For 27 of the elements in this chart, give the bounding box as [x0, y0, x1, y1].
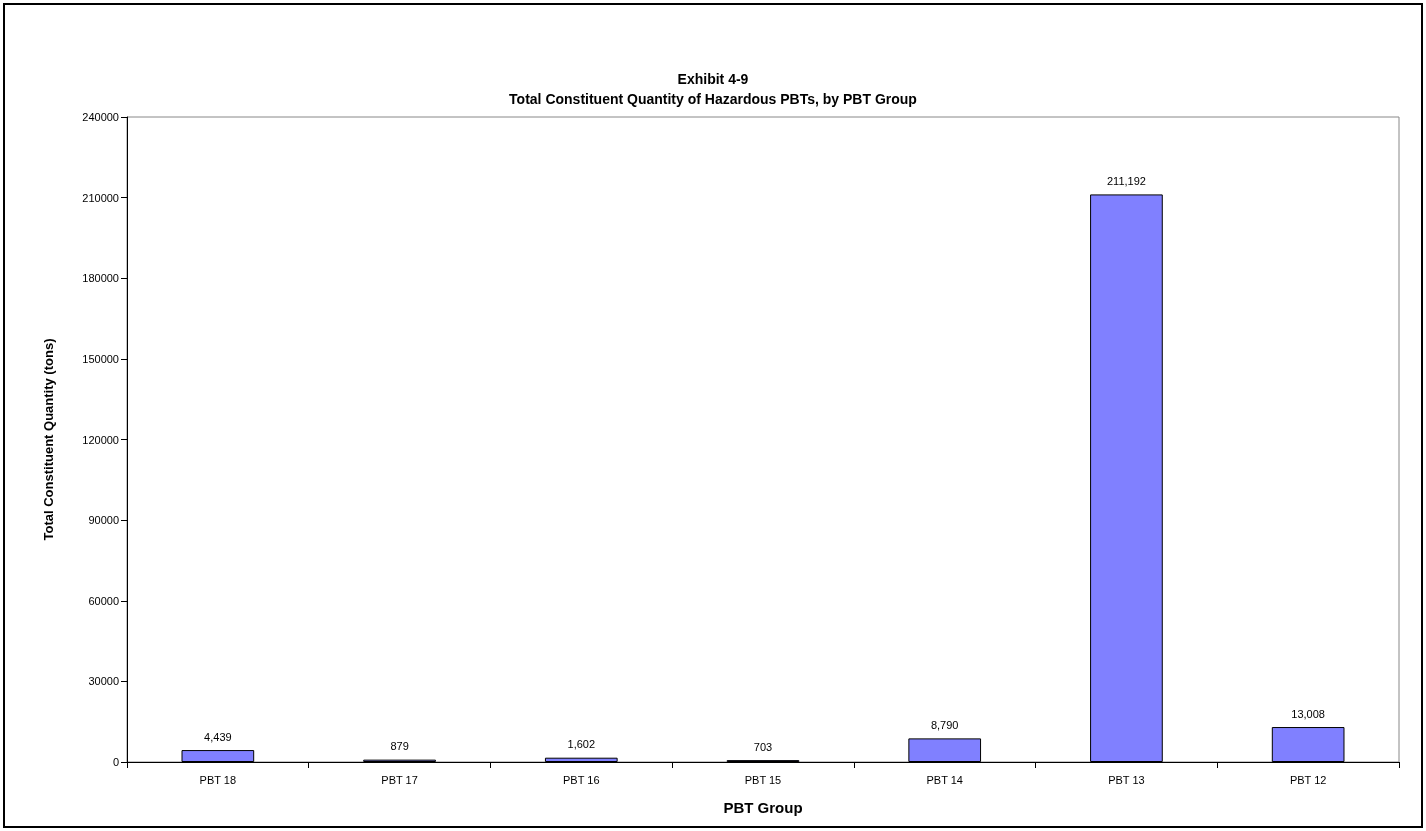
data-label: 211,192 — [1106, 174, 1146, 187]
x-tick-label: PBT 16 — [563, 773, 600, 786]
y-tick-label: 60000 — [88, 594, 119, 607]
y-axis-title: Total Constituent Quantity (tons) — [41, 338, 56, 541]
x-tick-label: PBT 18 — [199, 773, 237, 786]
y-tick-label: 90000 — [88, 514, 119, 527]
x-axis-title: PBT Group — [723, 799, 803, 816]
data-label: 13,008 — [1291, 707, 1325, 720]
x-tick-label: PBT 17 — [381, 773, 418, 786]
data-label: 1,602 — [567, 738, 596, 751]
x-tick-label: PBT 15 — [744, 773, 782, 786]
y-tick-label: 30000 — [88, 675, 119, 688]
chart-title: Exhibit 4-9 — [677, 71, 749, 87]
y-tick-label: 120000 — [82, 433, 119, 446]
data-label: 703 — [753, 740, 773, 753]
x-tick-label: PBT 13 — [1108, 773, 1145, 786]
data-label: 8,790 — [930, 718, 959, 731]
data-label: 4,439 — [204, 730, 232, 743]
x-tick-label: PBT 12 — [1289, 773, 1327, 786]
y-tick-label: 150000 — [82, 352, 119, 365]
y-tick-label: 210000 — [82, 191, 119, 204]
y-tick-label: 180000 — [82, 272, 119, 285]
y-tick-label: 240000 — [82, 111, 119, 123]
x-tick-label: PBT 14 — [926, 773, 963, 786]
y-tick-label: 0 — [112, 756, 119, 768]
data-label: 879 — [390, 740, 409, 753]
chart-subtitle: Total Constituent Quantity of Hazardous PBTs, by PBT Group — [509, 91, 917, 107]
